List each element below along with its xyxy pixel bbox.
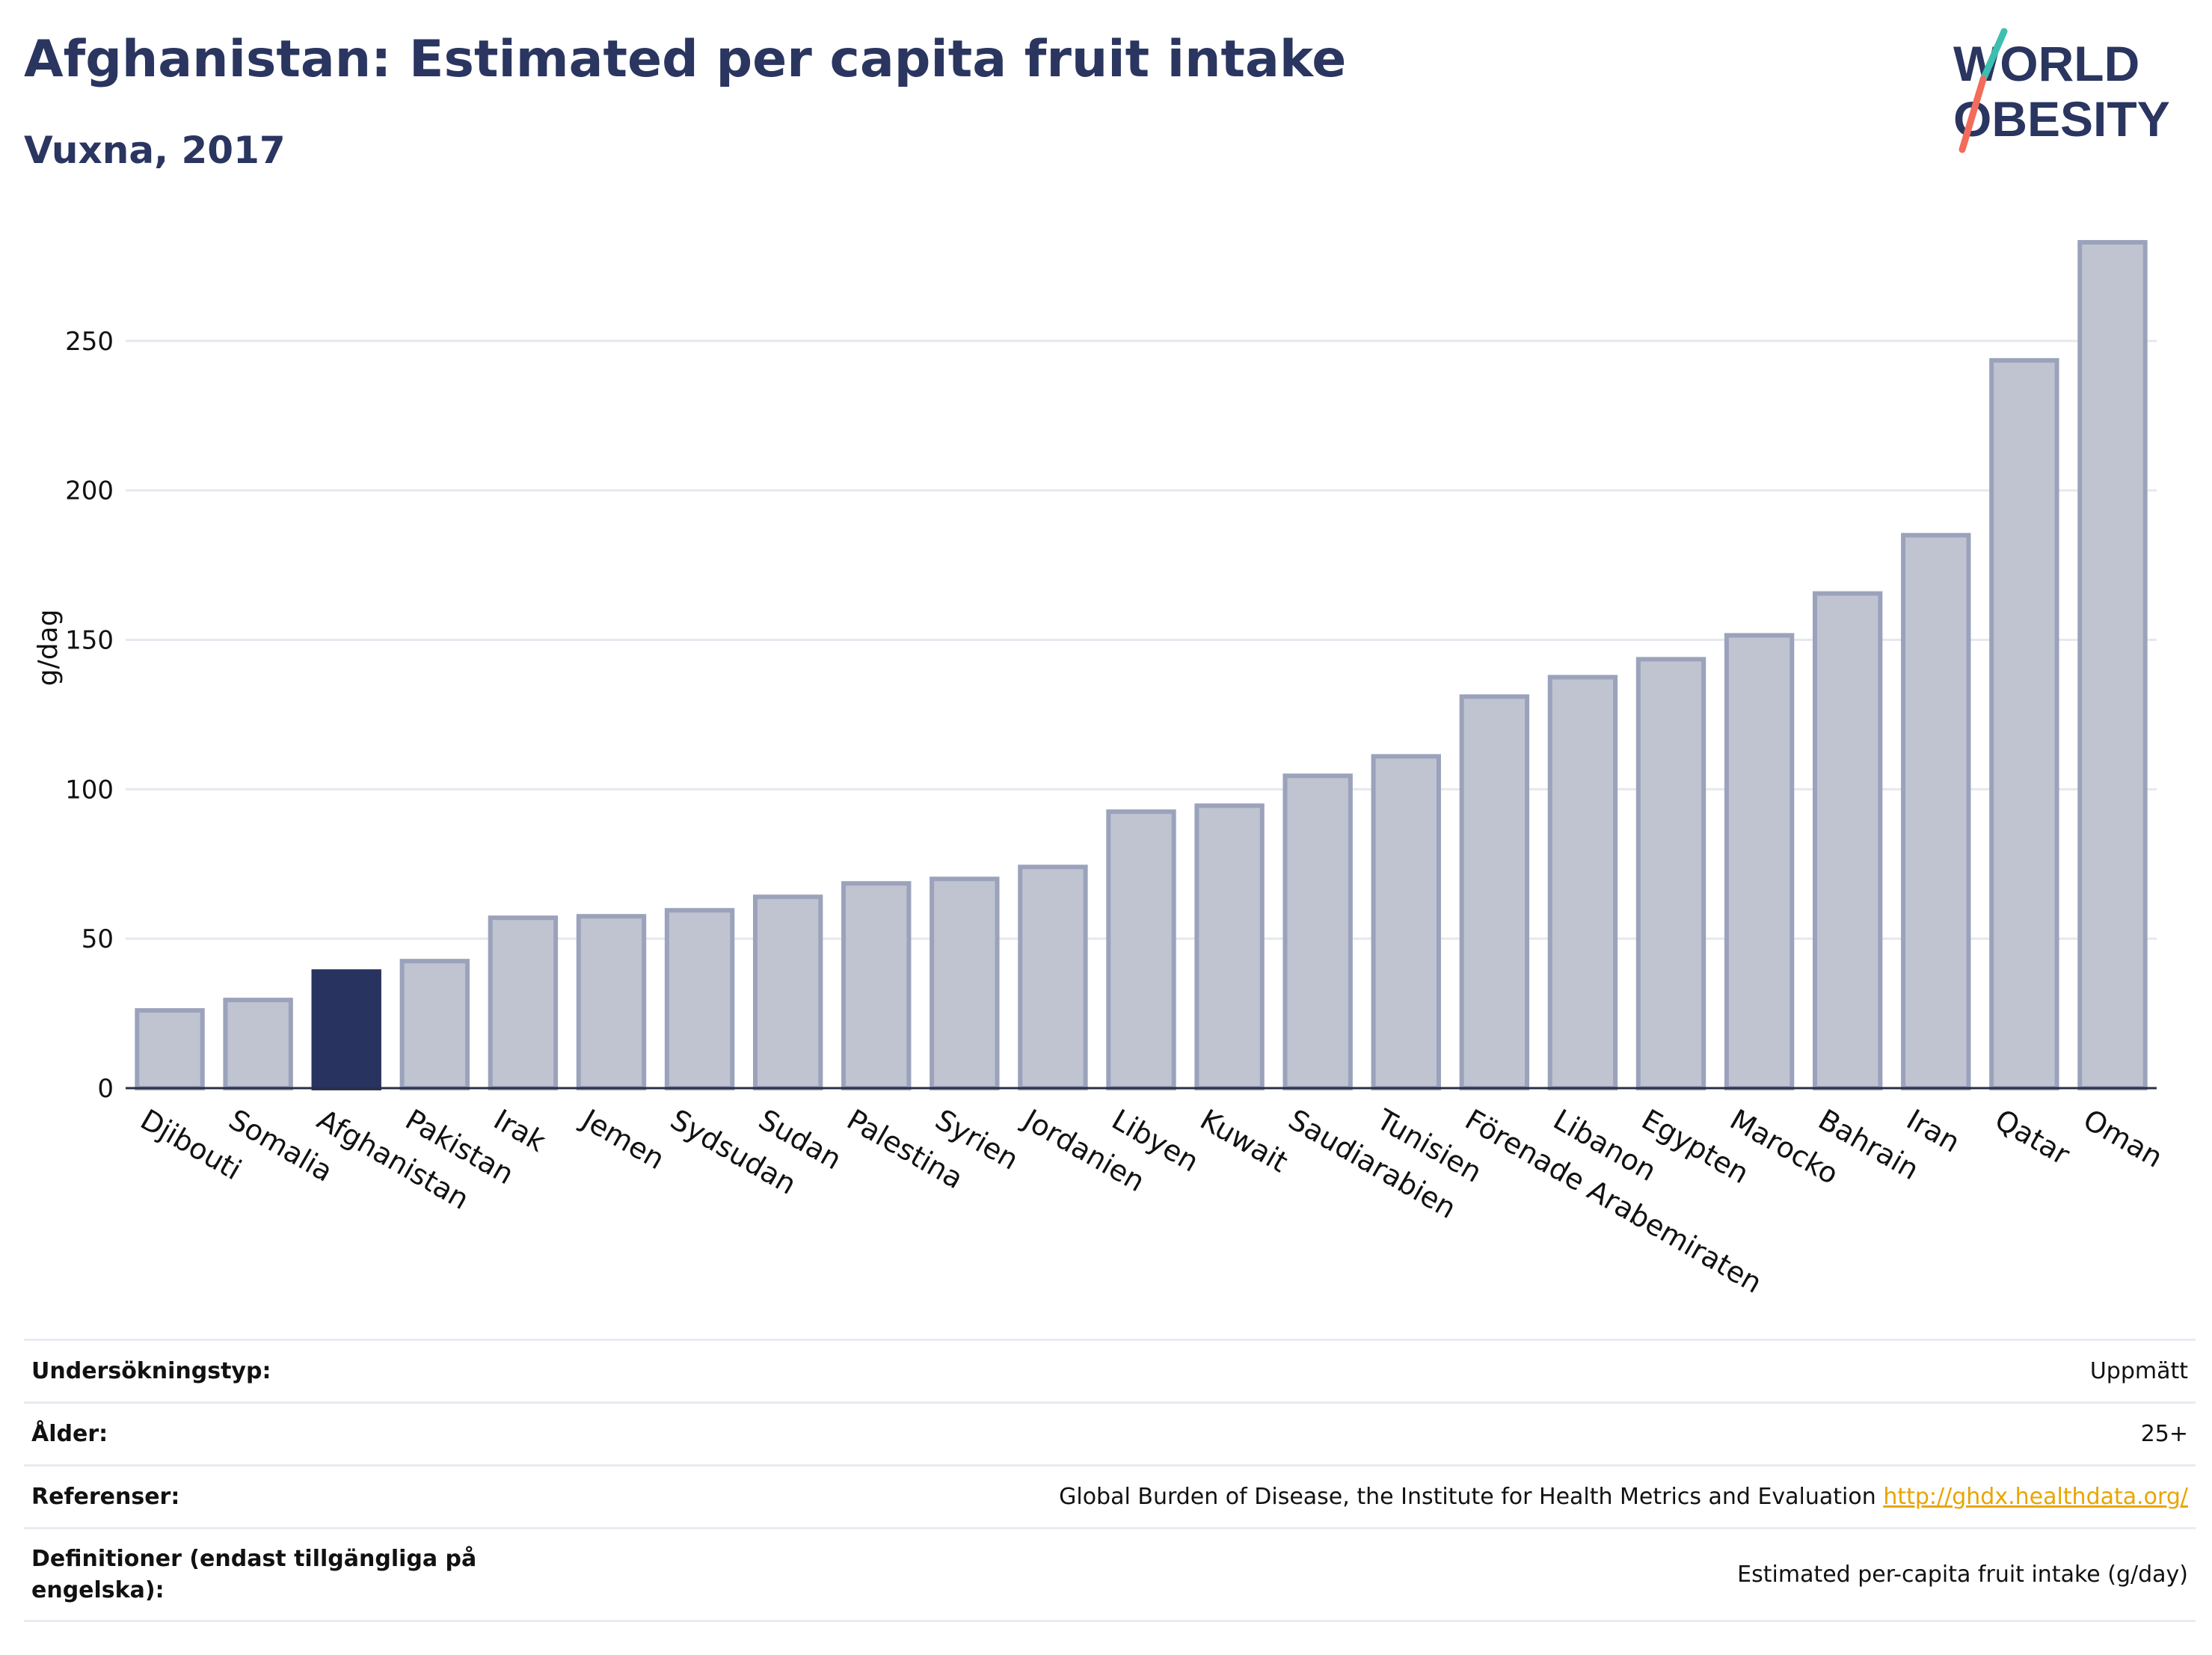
metadata-row: Definitioner (endast tillgängliga på eng… — [24, 1528, 2196, 1621]
bar — [223, 998, 293, 1090]
metadata-value: Estimated per-capita fruit intake (g/day… — [1737, 1562, 2188, 1588]
metadata-row: Ålder: 25+ — [24, 1402, 2196, 1466]
y-tick-label: 100 — [65, 775, 114, 805]
x-tick-label: Oman — [2077, 1103, 2168, 1174]
bar — [1459, 694, 1530, 1090]
bar — [135, 1008, 205, 1090]
bar — [399, 959, 470, 1091]
metadata-table: Undersökningstyp: Uppmätt Ålder: 25+ Referen… — [24, 1339, 2196, 1622]
bar — [1018, 865, 1088, 1090]
metadata-key: Referenser: — [31, 1483, 180, 1510]
logo-line2: OBESITY — [1953, 91, 2170, 147]
bar — [1635, 657, 1706, 1090]
bar — [841, 881, 912, 1090]
y-axis-label: g/dag — [33, 610, 64, 687]
page-title: Afghanistan: Estimated per capita fruit … — [24, 30, 1347, 89]
reference-link[interactable]: http://ghdx.healthdata.org/ — [1883, 1484, 2188, 1510]
bar — [664, 908, 735, 1091]
x-tick-label: Kuwait — [1195, 1103, 1294, 1179]
bar — [930, 876, 1000, 1090]
page-subtitle: Vuxna, 2017 — [24, 129, 286, 172]
y-axis-ticks: 0 50 100 150 200 250 — [65, 327, 114, 1104]
bar — [1813, 591, 1883, 1090]
bar — [1371, 754, 1441, 1090]
bar — [1989, 357, 2059, 1090]
x-tick-label: Djibouti — [135, 1103, 248, 1187]
bar — [752, 894, 823, 1091]
y-tick-label: 50 — [82, 924, 114, 954]
metadata-row: Undersökningstyp: Uppmätt — [24, 1339, 2196, 1403]
metadata-key: Ålder: — [31, 1420, 108, 1447]
bar — [1282, 773, 1353, 1090]
bar-chart: 0 50 100 150 200 250 DjiboutiSomaliaAfghanist… — [33, 239, 2169, 1300]
y-tick-label: 250 — [65, 327, 114, 357]
bar — [1106, 809, 1176, 1090]
bars — [135, 239, 2148, 1091]
metadata-value: Global Burden of Disease, the Institute … — [1059, 1484, 2188, 1510]
world-obesity-logo: WORLD OBESITY — [1953, 28, 2170, 153]
metadata-value: 25+ — [2140, 1421, 2188, 1447]
bar — [2077, 239, 2148, 1091]
y-tick-label: 200 — [65, 476, 114, 506]
metadata-row: Referenser: Global Burden of Disease, the… — [24, 1465, 2196, 1529]
bar — [1901, 532, 1971, 1090]
bar — [311, 969, 381, 1091]
y-tick-label: 150 — [65, 626, 114, 656]
metadata-key: Definitioner (endast tillgängliga på eng… — [31, 1545, 477, 1603]
bar — [1194, 803, 1265, 1090]
metadata-value: Uppmätt — [2089, 1358, 2188, 1384]
x-tick-label: Qatar — [1989, 1103, 2075, 1172]
bar — [1724, 633, 1795, 1090]
y-tick-label: 0 — [97, 1074, 114, 1104]
bar — [576, 914, 647, 1090]
metadata-key: Undersökningstyp: — [31, 1357, 271, 1384]
bar — [488, 915, 559, 1090]
bar — [1547, 675, 1618, 1090]
x-tick-label: Jemen — [575, 1102, 670, 1176]
